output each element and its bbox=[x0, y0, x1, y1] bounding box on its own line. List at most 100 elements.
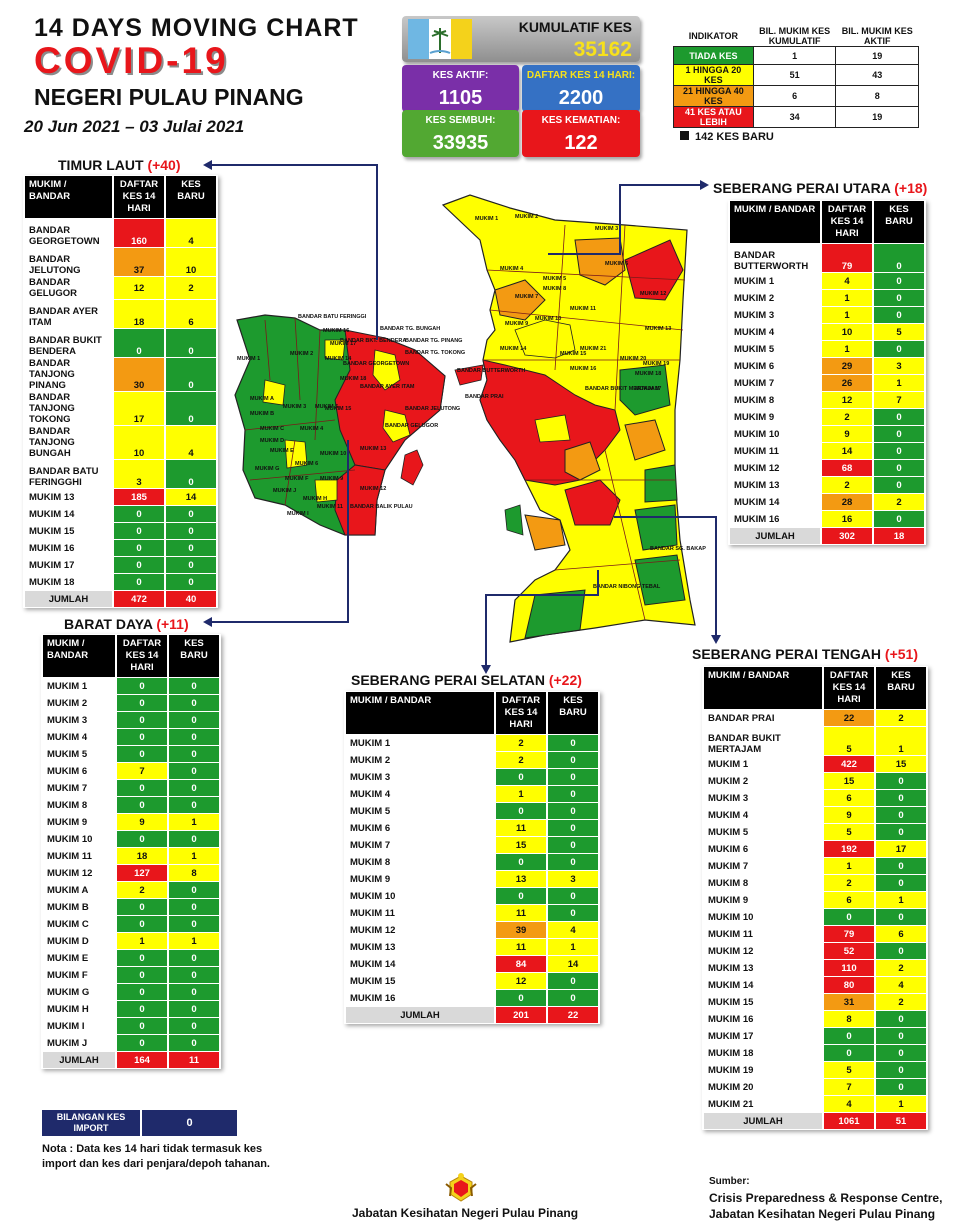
row-name: MUKIM 15 bbox=[704, 994, 822, 1010]
row-name: BANDAR AYER ITAM bbox=[25, 300, 112, 328]
row-daftar: 160 bbox=[114, 219, 164, 247]
row-baru: 0 bbox=[874, 511, 924, 527]
indicator-kumulatif: 34 bbox=[752, 106, 837, 128]
row-name: MUKIM 1 bbox=[43, 678, 115, 694]
table-row: MUKIM 12 68 0 bbox=[730, 460, 924, 476]
row-daftar: 3 bbox=[114, 460, 164, 488]
total-baru: 11 bbox=[169, 1052, 219, 1068]
row-name: MUKIM 19 bbox=[704, 1062, 822, 1078]
table-row: MUKIM 6 11 0 bbox=[346, 820, 598, 836]
col-header-daftar: DAFTAR KES 14 HARI bbox=[117, 635, 167, 677]
row-name: MUKIM 18 bbox=[704, 1045, 822, 1061]
map-label: MUKIM I bbox=[287, 511, 309, 517]
row-name: MUKIM 4 bbox=[730, 324, 820, 340]
row-baru: 2 bbox=[876, 710, 926, 726]
row-name: MUKIM 12 bbox=[704, 943, 822, 959]
row-name: MUKIM 5 bbox=[346, 803, 494, 819]
row-name: MUKIM 21 bbox=[704, 1096, 822, 1112]
header-region: NEGERI PULAU PINANG bbox=[34, 84, 304, 110]
total-baru: 40 bbox=[166, 591, 216, 607]
table-row: MUKIM 6 29 3 bbox=[730, 358, 924, 374]
row-name: MUKIM 12 bbox=[730, 460, 820, 476]
row-daftar: 0 bbox=[117, 967, 167, 983]
row-daftar: 0 bbox=[824, 909, 874, 925]
sps-increase: (+22) bbox=[548, 672, 582, 688]
map-label: BANDAR BUKIT MERTAJAM bbox=[585, 386, 660, 392]
row-daftar: 10 bbox=[822, 324, 872, 340]
col-header-daftar: DAFTAR KES 14 HARI bbox=[824, 667, 874, 709]
row-daftar: 10 bbox=[114, 426, 164, 459]
table-row: BANDAR PRAI 22 2 bbox=[704, 710, 926, 726]
row-name: MUKIM B bbox=[43, 899, 115, 915]
row-baru: 0 bbox=[169, 831, 219, 847]
indicator-label: TIADA KES bbox=[673, 46, 754, 65]
row-name: MUKIM 8 bbox=[704, 875, 822, 891]
table-row: MUKIM 15 31 2 bbox=[704, 994, 926, 1010]
total-row: JUMLAH 472 40 bbox=[25, 591, 216, 607]
island-map bbox=[234, 314, 446, 536]
table-row: MUKIM 7 15 0 bbox=[346, 837, 598, 853]
row-baru: 1 bbox=[169, 814, 219, 830]
row-baru: 4 bbox=[166, 426, 216, 459]
col-header-mukim: MUKIM / BANDAR bbox=[346, 692, 494, 734]
map-label: MUKIM 8 bbox=[543, 286, 566, 292]
row-name: MUKIM C bbox=[43, 916, 115, 932]
row-name: MUKIM 17 bbox=[704, 1028, 822, 1044]
row-daftar: 15 bbox=[824, 773, 874, 789]
col-header-daftar: DAFTAR KES 14 HARI bbox=[114, 176, 164, 218]
row-daftar: 29 bbox=[822, 358, 872, 374]
map-label: MUKIM A bbox=[250, 396, 274, 402]
map-label: MUKIM 11 bbox=[317, 504, 343, 510]
map-label: MUKIM 15 bbox=[560, 351, 586, 357]
row-name: MUKIM 6 bbox=[346, 820, 494, 836]
row-name: MUKIM 8 bbox=[346, 854, 494, 870]
row-baru: 0 bbox=[874, 273, 924, 289]
row-daftar: 0 bbox=[114, 557, 164, 573]
map-label: BANDAR BUTTERWORTH bbox=[457, 368, 525, 374]
row-daftar: 9 bbox=[824, 807, 874, 823]
row-name: MUKIM 16 bbox=[346, 990, 494, 1006]
row-daftar: 7 bbox=[824, 1079, 874, 1095]
row-daftar: 127 bbox=[117, 865, 167, 881]
row-name: MUKIM 1 bbox=[730, 273, 820, 289]
map-label: MUKIM D bbox=[260, 438, 284, 444]
map-label: MUKIM 12 bbox=[640, 291, 666, 297]
row-name: MUKIM 10 bbox=[704, 909, 822, 925]
row-name: BANDAR TANJONG TOKONG bbox=[25, 392, 112, 425]
map-label: BANDAR TG. BUNGAH bbox=[380, 326, 440, 332]
barat-daya-increase: (+11) bbox=[156, 616, 189, 632]
source-line2: Jabatan Kesihatan Negeri Pulau Pinang bbox=[709, 1207, 936, 1221]
map-label: MUKIM 18 bbox=[340, 376, 366, 382]
row-name: MUKIM 14 bbox=[730, 494, 820, 510]
map-label: MUKIM 21 bbox=[580, 346, 606, 352]
row-daftar: 7 bbox=[117, 763, 167, 779]
row-name: MUKIM 8 bbox=[730, 392, 820, 408]
spt-table: MUKIM / BANDAR DAFTAR KES 14 HARI KES BARU… bbox=[702, 666, 928, 1130]
row-name: MUKIM E bbox=[43, 950, 115, 966]
row-name: MUKIM 9 bbox=[346, 871, 494, 887]
table-row: MUKIM 10 0 0 bbox=[43, 831, 219, 847]
barat-daya-table: MUKIM / BANDAR DAFTAR KES 14 HARI KES BARU… bbox=[41, 634, 221, 1069]
col-header-daftar: DAFTAR KES 14 HARI bbox=[822, 201, 872, 243]
row-daftar: 30 bbox=[114, 358, 164, 391]
row-daftar: 0 bbox=[824, 1028, 874, 1044]
row-name: BANDAR GEORGETOWN bbox=[25, 219, 112, 247]
row-baru: 0 bbox=[548, 837, 598, 853]
table-row: MUKIM 13 2 0 bbox=[730, 477, 924, 493]
map-label: MUKIM 5 bbox=[315, 404, 338, 410]
row-name: MUKIM 10 bbox=[43, 831, 115, 847]
row-baru: 0 bbox=[169, 899, 219, 915]
row-daftar: 0 bbox=[114, 506, 164, 522]
row-daftar: 192 bbox=[824, 841, 874, 857]
row-baru: 2 bbox=[166, 277, 216, 299]
